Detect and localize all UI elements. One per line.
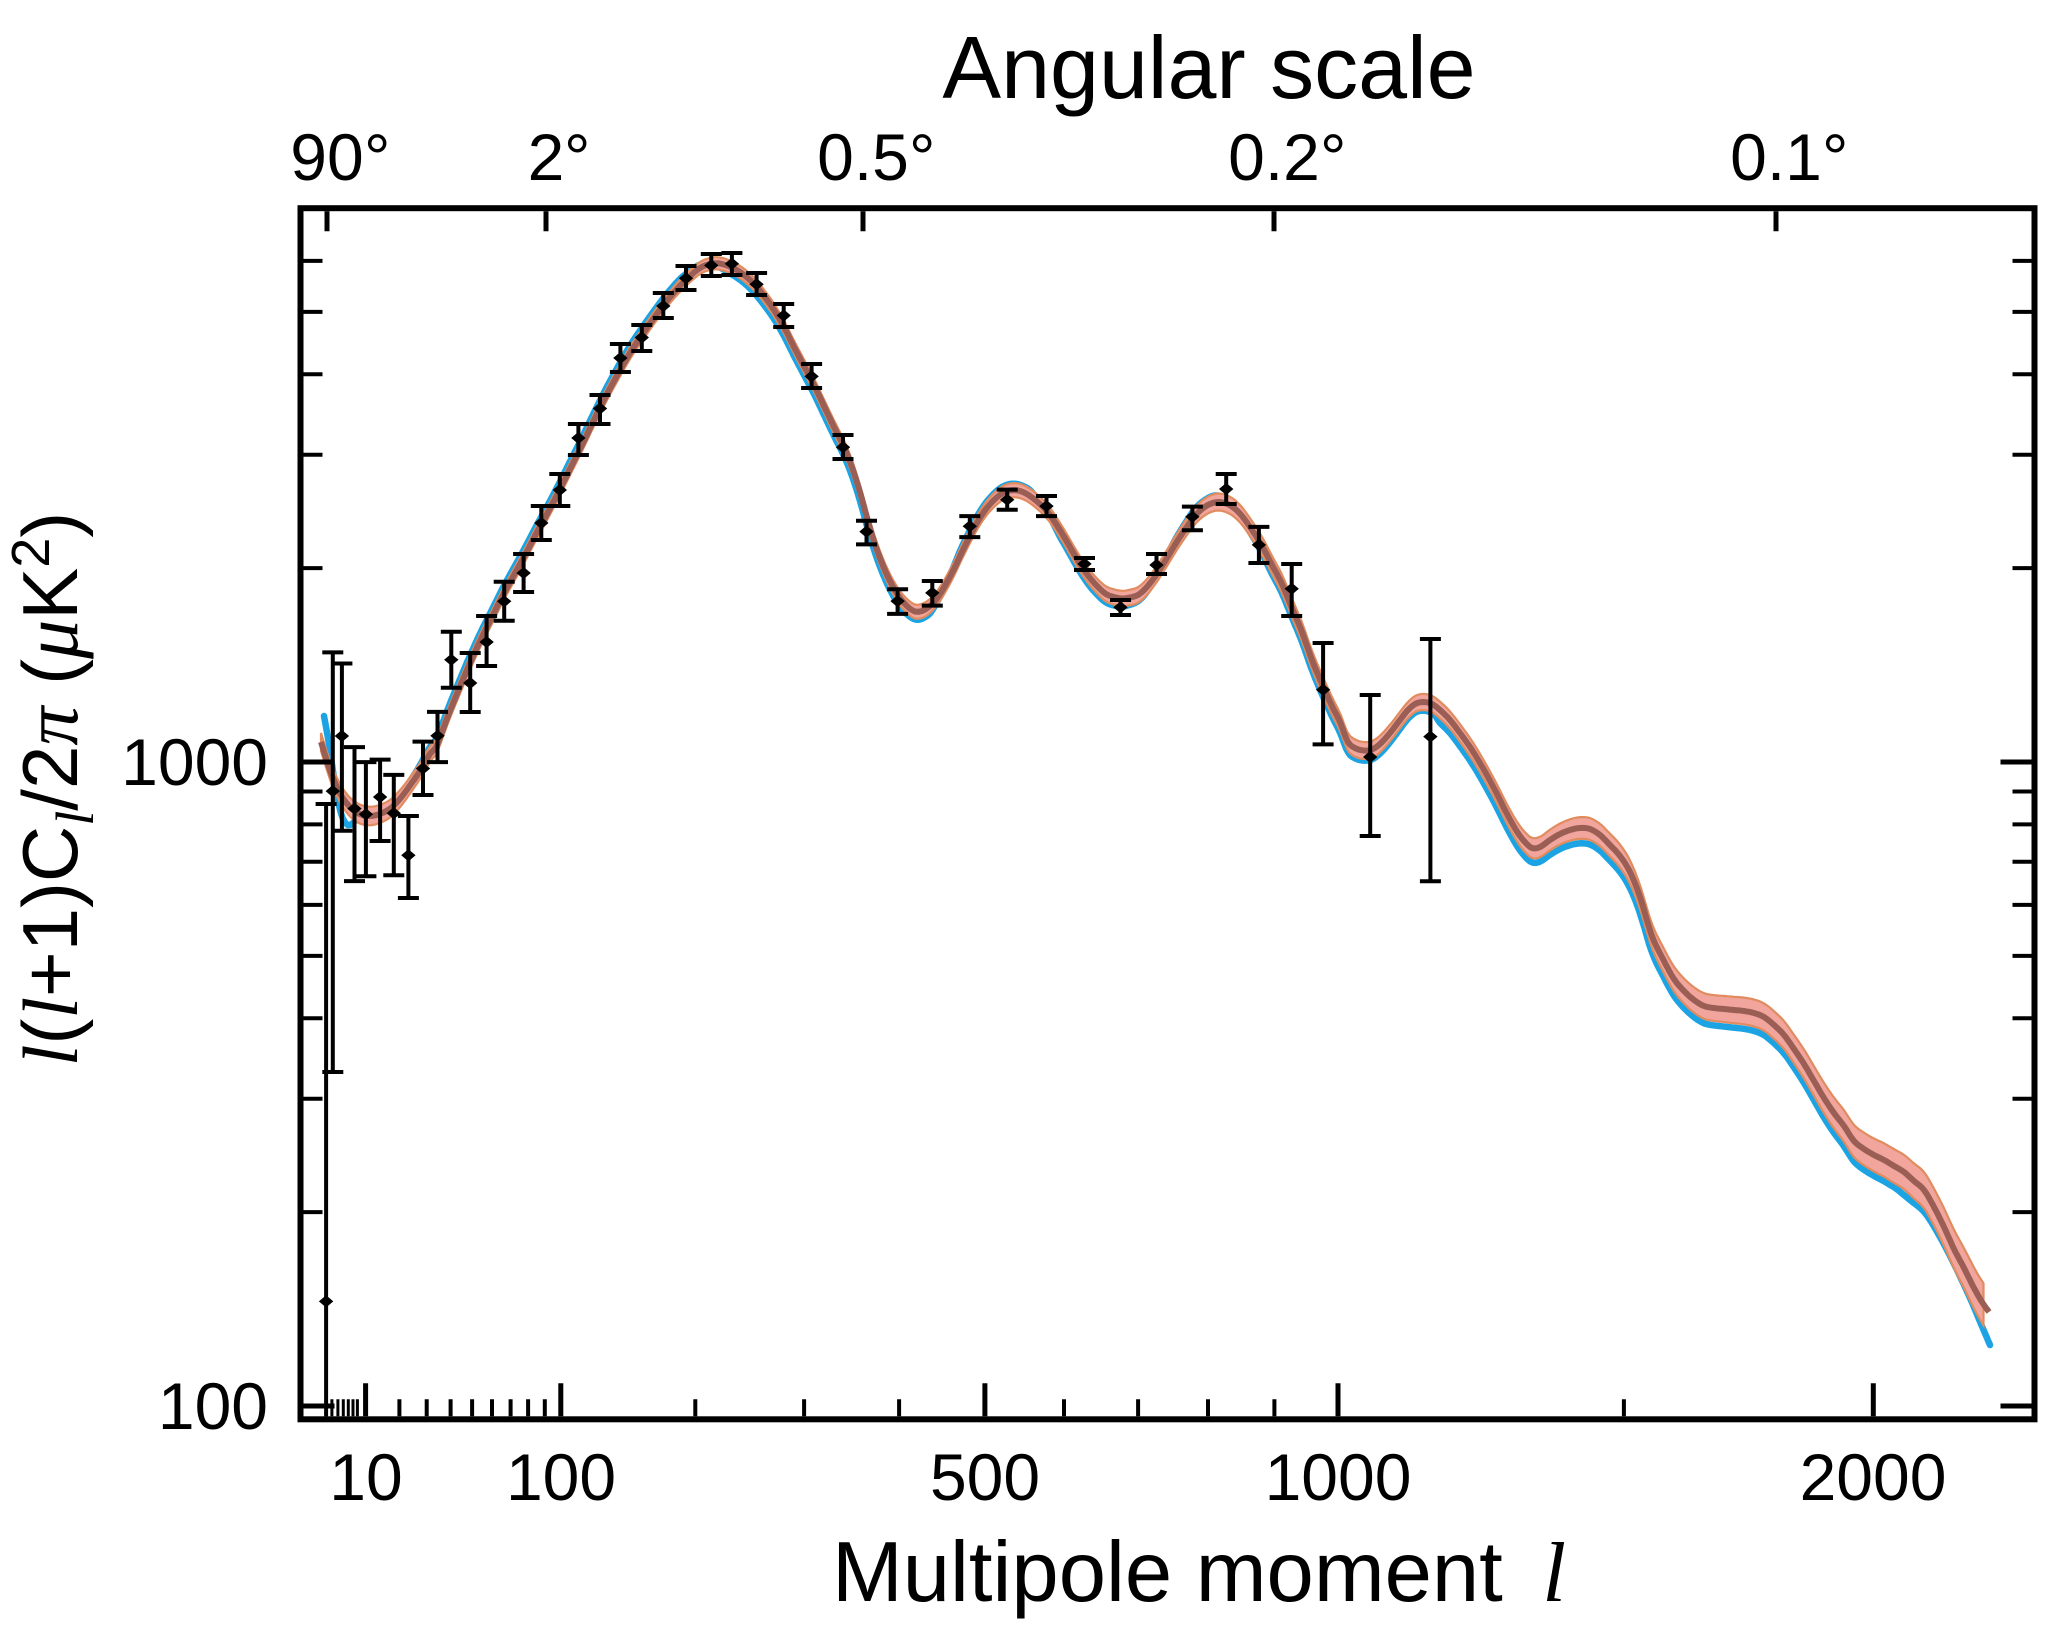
svg-text:1000: 1000 [121, 725, 268, 799]
svg-text:Multipole moment l: Multipole moment l [832, 1525, 1566, 1620]
svg-text:°: ° [1822, 120, 1848, 194]
svg-text:°: ° [364, 120, 390, 194]
svg-text:°: ° [909, 120, 935, 194]
svg-text:100: 100 [506, 1440, 616, 1514]
svg-text:l(l+1)Cl/2π (μK2): l(l+1)Cl/2π (μK2) [1, 512, 105, 1067]
svg-text:100: 100 [158, 1369, 268, 1443]
svg-text:°: ° [564, 120, 590, 194]
svg-text:10: 10 [329, 1440, 402, 1514]
svg-text:°: ° [1320, 120, 1346, 194]
svg-text:Angular scale: Angular scale [942, 18, 1475, 117]
svg-text:0.1: 0.1 [1730, 120, 1822, 194]
svg-text:1000: 1000 [1265, 1440, 1412, 1514]
svg-text:90: 90 [290, 120, 363, 194]
svg-text:2: 2 [528, 120, 565, 194]
svg-text:0.2: 0.2 [1228, 120, 1320, 194]
svg-text:0.5: 0.5 [817, 120, 909, 194]
svg-text:2000: 2000 [1800, 1440, 1947, 1514]
svg-text:500: 500 [930, 1440, 1040, 1514]
